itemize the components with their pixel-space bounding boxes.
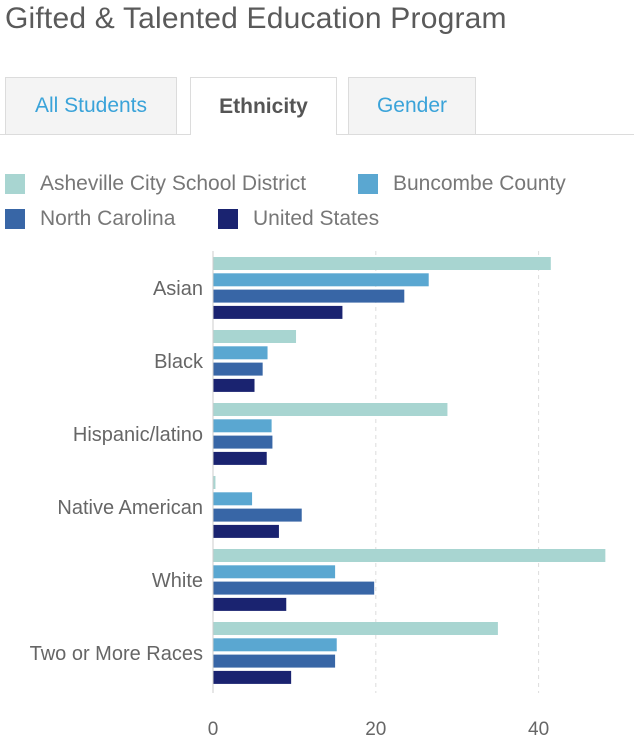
x-tick-label: 0 (208, 719, 219, 740)
bar-native-american-buncombe (213, 492, 253, 506)
category-label: Asian (153, 278, 203, 300)
category-label: Two or More Races (30, 643, 203, 665)
bar-hispanic-latino-asheville (213, 403, 448, 416)
legend-swatch-asheville (5, 174, 25, 194)
legend-swatch-north-carolina (5, 209, 25, 229)
x-tick-label: 40 (528, 719, 549, 740)
legend-label-north-carolina: North Carolina (40, 207, 176, 230)
legend-label-united-states: United States (253, 207, 380, 230)
x-tick-labels: 0 20 40 (208, 719, 549, 740)
page-title: Gifted & Talented Education Program (5, 2, 507, 35)
category-label: Native American (57, 497, 203, 519)
legend-item-united-states[interactable]: United States (218, 207, 379, 231)
tab-gender[interactable]: Gender (348, 77, 476, 134)
category-labels: Asian Black Hispanic/latino Native American… (30, 278, 204, 665)
chart-gridlines (375, 251, 540, 693)
legend-swatch-buncombe (358, 174, 378, 194)
tab-ethnicity-label: Ethnicity (219, 94, 308, 118)
bar-hispanic-latino-united-states (213, 451, 267, 465)
category-label: Hispanic/latino (73, 424, 203, 446)
bar-hispanic-latino-buncombe (213, 419, 272, 433)
bar-white-united-states (213, 597, 287, 611)
bar-chart: Asian Black Hispanic/latino Native American… (30, 251, 606, 740)
bar-black-asheville (213, 330, 297, 343)
legend-item-north-carolina[interactable]: North Carolina (5, 207, 175, 231)
category-label: Black (154, 351, 204, 373)
legend-swatch-united-states (218, 209, 238, 229)
tab-all-students-label: All Students (34, 94, 148, 117)
legend-item-asheville[interactable]: Asheville City School District (5, 172, 306, 196)
legend-label-asheville: Asheville City School District (40, 172, 307, 195)
bar-native-american-north-carolina (213, 508, 302, 522)
bar-white-north-carolina (213, 581, 375, 595)
legend-item-buncombe[interactable]: Buncombe County (358, 172, 566, 196)
bar-native-american-asheville (213, 476, 216, 489)
tab-gender-label: Gender (376, 94, 448, 117)
bar-hispanic-latino-north-carolina (213, 435, 273, 449)
bar-two-or-more-races-buncombe (213, 638, 337, 652)
bar-black-north-carolina (213, 362, 263, 376)
category-label: White (152, 570, 203, 592)
bar-asian-asheville (213, 257, 551, 270)
bar-two-or-more-races-asheville (213, 622, 498, 635)
bar-asian-buncombe (213, 273, 429, 287)
bar-black-buncombe (213, 346, 268, 360)
bar-two-or-more-races-north-carolina (213, 654, 336, 668)
bar-two-or-more-races-united-states (213, 670, 292, 684)
bar-native-american-united-states (213, 524, 279, 538)
bar-white-asheville (213, 549, 606, 562)
bar-black-united-states (213, 378, 255, 392)
bar-asian-united-states (213, 305, 343, 319)
legend-label-buncombe: Buncombe County (393, 172, 566, 195)
bar-white-buncombe (213, 565, 336, 579)
bar-asian-north-carolina (213, 289, 405, 303)
tab-bar: All Students Ethnicity Gender (0, 77, 634, 135)
chart-bars (213, 257, 606, 684)
tab-ethnicity[interactable]: Ethnicity (190, 77, 337, 135)
x-tick-label: 20 (365, 719, 386, 740)
tab-all-students[interactable]: All Students (5, 77, 177, 134)
